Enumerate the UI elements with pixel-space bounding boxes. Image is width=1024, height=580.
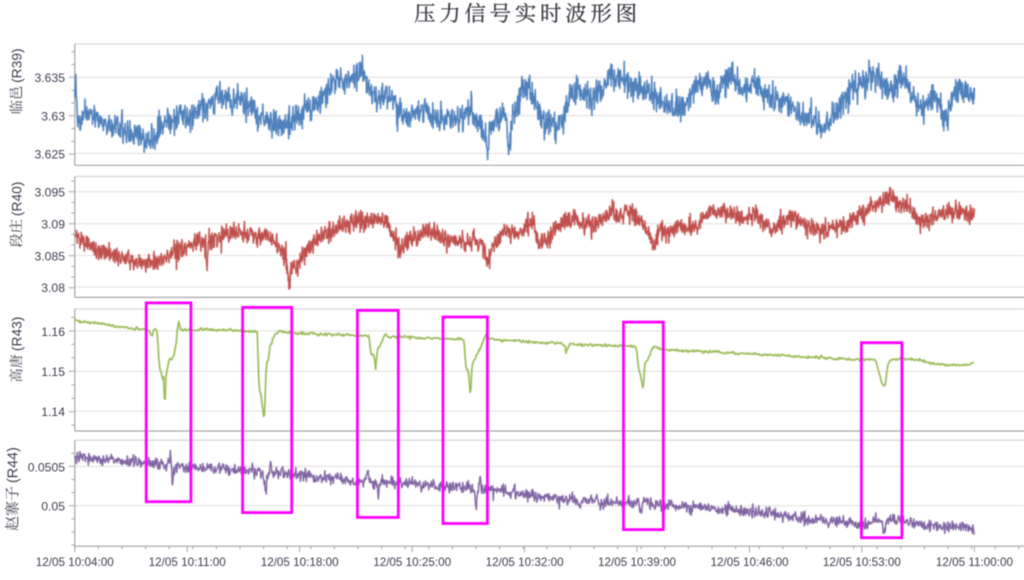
svg-text:12/05 10:04:00: 12/05 10:04:00 [36, 556, 114, 569]
svg-text:(R39): (R39) [9, 48, 24, 83]
svg-text:1.14: 1.14 [41, 405, 65, 419]
svg-text:0.0505: 0.0505 [28, 460, 65, 474]
svg-text:3.095: 3.095 [35, 186, 66, 200]
svg-text:12/05 10:39:00: 12/05 10:39:00 [598, 556, 676, 569]
svg-text:12/05 10:18:00: 12/05 10:18:00 [261, 556, 339, 569]
svg-text:12/05 10:32:00: 12/05 10:32:00 [486, 556, 564, 569]
svg-text:3.08: 3.08 [41, 281, 65, 295]
svg-text:3.09: 3.09 [41, 218, 65, 232]
svg-text:3.635: 3.635 [35, 71, 66, 85]
svg-text:3.625: 3.625 [35, 147, 66, 161]
svg-text:12/05 10:11:00: 12/05 10:11:00 [149, 556, 227, 569]
svg-text:3.63: 3.63 [41, 110, 65, 124]
svg-text:12/05 10:25:00: 12/05 10:25:00 [373, 556, 451, 569]
svg-text:3.085: 3.085 [35, 249, 66, 263]
svg-text:12/05 10:53:00: 12/05 10:53:00 [823, 556, 901, 569]
svg-text:12/05 11:00:00: 12/05 11:00:00 [936, 556, 1014, 569]
svg-text:12/05 10:46:00: 12/05 10:46:00 [711, 556, 789, 569]
svg-text:1.15: 1.15 [41, 365, 65, 379]
svg-text:(R40): (R40) [9, 182, 24, 217]
svg-text:(R44): (R44) [6, 447, 22, 483]
svg-text:0.05: 0.05 [41, 500, 65, 514]
svg-text:(R43): (R43) [9, 317, 24, 352]
svg-text:1.16: 1.16 [41, 325, 65, 339]
